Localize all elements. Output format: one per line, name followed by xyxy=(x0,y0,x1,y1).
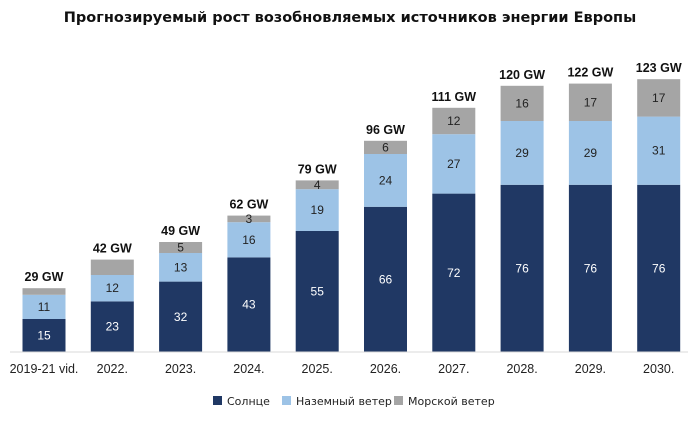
legend-label-наземный-ветер: Наземный ветер xyxy=(296,395,392,408)
data-label-морской-ветер-7: 16 xyxy=(515,96,529,110)
x-tick-label-5: 2026. xyxy=(370,362,401,376)
data-label-морской-ветер-5: 6 xyxy=(382,140,389,154)
data-label-наземный-ветер-0: 11 xyxy=(38,300,51,314)
data-label-наземный-ветер-6: 27 xyxy=(447,157,461,171)
data-label-наземный-ветер-7: 29 xyxy=(515,146,529,160)
x-tick-label-3: 2024. xyxy=(233,362,264,376)
bar-segment-солнце-6 xyxy=(432,193,476,352)
bar-segment-морской-ветер-0 xyxy=(22,288,66,295)
bar-segment-наземный-ветер-5 xyxy=(364,154,407,207)
bar-segment-солнце-7 xyxy=(500,184,544,352)
total-label-4: 79 GW xyxy=(298,162,337,176)
data-label-солнце-8: 76 xyxy=(584,261,598,275)
data-label-солнце-7: 76 xyxy=(515,261,529,275)
data-label-наземный-ветер-4: 19 xyxy=(311,203,325,217)
bar-segment-наземный-ветер-9 xyxy=(637,116,681,185)
bar-segment-наземный-ветер-1 xyxy=(90,275,134,302)
total-label-2: 49 GW xyxy=(161,224,200,238)
data-label-морской-ветер-8: 17 xyxy=(584,95,598,109)
bar-segment-морской-ветер-3 xyxy=(227,215,271,223)
x-tick-label-7: 2028. xyxy=(506,362,537,376)
data-label-морской-ветер-3: 3 xyxy=(246,212,253,226)
x-tick-label-2: 2023. xyxy=(165,362,196,376)
data-label-наземный-ветер-2: 13 xyxy=(174,260,188,274)
bar-segment-морской-ветер-9 xyxy=(637,79,681,117)
bar-segment-наземный-ветер-2 xyxy=(159,253,203,282)
data-label-солнце-3: 43 xyxy=(242,298,256,312)
data-label-наземный-ветер-1: 12 xyxy=(106,281,120,295)
x-tick-label-0: 2019-21 vid. xyxy=(10,362,79,376)
bar-segment-наземный-ветер-4 xyxy=(295,189,339,231)
x-tick-label-4: 2025. xyxy=(302,362,333,376)
x-tick-label-1: 2022. xyxy=(97,362,128,376)
bar-segment-морской-ветер-8 xyxy=(568,83,612,121)
legend: Солнце Наземный ветер Морской ветер xyxy=(213,395,495,408)
total-label-9: 123 GW xyxy=(636,61,682,75)
data-label-морской-ветер-6: 12 xyxy=(447,114,461,128)
bar-segment-наземный-ветер-0 xyxy=(22,294,66,319)
data-label-морской-ветер-2: 5 xyxy=(177,241,184,255)
total-label-1: 42 GW xyxy=(93,242,132,256)
legend-label-морской-ветер: Морской ветер xyxy=(408,395,495,408)
bar-segment-солнце-4 xyxy=(295,231,339,352)
bar-segment-солнце-0 xyxy=(22,319,66,352)
data-label-солнце-5: 66 xyxy=(379,272,393,286)
data-label-наземный-ветер-9: 31 xyxy=(652,144,666,158)
data-label-солнце-0: 15 xyxy=(37,329,51,343)
total-label-0: 29 GW xyxy=(25,270,64,284)
data-label-наземный-ветер-8: 29 xyxy=(584,146,598,160)
bar-segment-солнце-9 xyxy=(637,184,681,352)
chart-title: Прогнозируемый рост возобновляемых источ… xyxy=(64,10,636,26)
data-label-морской-ветер-4: 4 xyxy=(314,178,321,192)
data-label-солнце-1: 23 xyxy=(106,320,120,334)
legend-swatch-наземный-ветер xyxy=(282,396,291,405)
total-label-3: 62 GW xyxy=(229,198,268,212)
x-tick-label-6: 2027. xyxy=(438,362,469,376)
x-tick-label-9: 2030. xyxy=(643,362,674,376)
data-label-наземный-ветер-3: 16 xyxy=(242,233,256,247)
bar-segment-морской-ветер-2 xyxy=(159,242,203,253)
bar-segment-морской-ветер-1 xyxy=(90,259,134,275)
data-label-морской-ветер-9: 17 xyxy=(652,91,666,105)
bar-segment-солнце-3 xyxy=(227,257,271,352)
x-tick-labels: 2019-21 vid. 2022. 2023. 2024. 2025. 2026. 202… xyxy=(10,362,675,376)
total-label-6: 111 GW xyxy=(432,90,477,104)
bar-segment-морской-ветер-4 xyxy=(295,180,339,190)
bar-segment-солнце-8 xyxy=(568,184,612,352)
bar-segment-наземный-ветер-3 xyxy=(227,222,271,258)
data-label-солнце-2: 32 xyxy=(174,310,188,324)
legend-swatch-морской-ветер xyxy=(394,396,403,405)
bar-segment-солнце-2 xyxy=(159,281,203,352)
data-label-солнце-9: 76 xyxy=(652,261,666,275)
data-label-солнце-6: 72 xyxy=(447,266,461,280)
bar-segment-наземный-ветер-7 xyxy=(500,121,544,185)
data-label-наземный-ветер-5: 24 xyxy=(379,173,393,187)
bar-segment-солнце-5 xyxy=(364,206,407,352)
bar-segment-солнце-1 xyxy=(90,301,134,352)
total-label-7: 120 GW xyxy=(499,68,545,82)
legend-label-солнце: Солнце xyxy=(227,395,270,408)
bar-segment-морской-ветер-5 xyxy=(364,140,407,154)
bar-segment-морской-ветер-6 xyxy=(432,107,476,135)
bar-segment-морской-ветер-7 xyxy=(500,85,544,121)
x-tick-label-8: 2029. xyxy=(575,362,606,376)
bar-segment-наземный-ветер-8 xyxy=(568,121,612,185)
bar-segment-наземный-ветер-6 xyxy=(432,134,476,194)
legend-swatch-солнце xyxy=(213,396,222,405)
data-label-солнце-4: 55 xyxy=(311,285,325,299)
total-label-5: 96 GW xyxy=(366,123,405,137)
total-label-8: 122 GW xyxy=(567,66,613,80)
